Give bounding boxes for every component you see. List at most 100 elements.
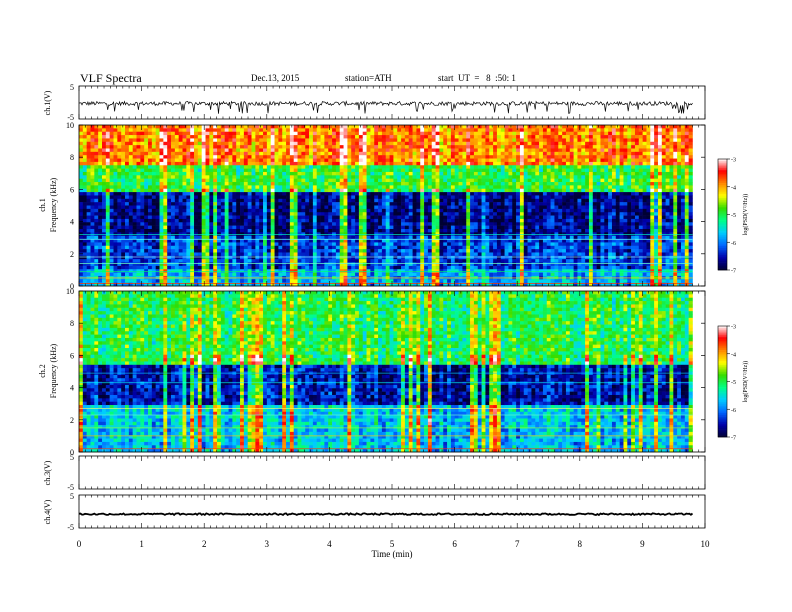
spectrogram-cell bbox=[255, 158, 260, 163]
spectrogram-cell bbox=[320, 165, 325, 169]
spectrogram-cell bbox=[450, 141, 456, 146]
spectrogram-cell bbox=[282, 255, 287, 260]
spectrogram-cell bbox=[450, 282, 456, 287]
spectrogram-cell bbox=[278, 151, 283, 156]
spectrogram-cell bbox=[102, 245, 107, 250]
spectrogram-cell bbox=[412, 198, 417, 203]
spectrogram-cell bbox=[420, 168, 425, 173]
spectrogram-cell bbox=[351, 208, 356, 213]
spectrogram-cell bbox=[151, 161, 156, 166]
spectrogram-cell bbox=[454, 198, 459, 203]
spectrogram-cell bbox=[447, 265, 452, 270]
spectrogram-cell bbox=[197, 228, 202, 233]
spectrogram-cell bbox=[194, 198, 199, 203]
spectrogram-cell bbox=[247, 131, 252, 136]
spectrogram-cell bbox=[293, 141, 298, 146]
spectrogram-cell bbox=[86, 242, 91, 247]
spectrogram-cell bbox=[293, 151, 298, 156]
spectrogram-cell bbox=[320, 128, 325, 132]
spectrogram-cell bbox=[125, 249, 130, 253]
spectrogram-cell bbox=[297, 212, 302, 216]
spectrogram-cell bbox=[148, 188, 153, 193]
spectrogram-cell bbox=[289, 262, 295, 267]
spectrogram-cell bbox=[289, 215, 295, 220]
spectrogram-cell bbox=[404, 272, 410, 277]
spectrogram-cell bbox=[102, 202, 107, 206]
spectrogram-cell bbox=[236, 161, 241, 166]
spectrogram-cell bbox=[408, 165, 413, 169]
spectrogram-cell bbox=[435, 228, 440, 233]
spectrogram-cell bbox=[167, 235, 172, 240]
spectrogram-cell bbox=[171, 182, 176, 186]
spectrogram-cell bbox=[86, 158, 91, 163]
spectrogram-cell bbox=[178, 235, 183, 240]
spectrogram-cell bbox=[86, 202, 91, 206]
spectrogram-cell bbox=[447, 252, 452, 257]
spectrogram-cell bbox=[113, 252, 118, 257]
spectrogram-cell bbox=[117, 182, 122, 186]
spectrogram-cell bbox=[320, 255, 325, 260]
spectrogram-cell bbox=[389, 279, 394, 283]
spectrogram-cell bbox=[458, 239, 463, 243]
spectrogram-cell bbox=[397, 255, 402, 260]
spectrogram-cell bbox=[186, 242, 191, 247]
spectrogram-cell bbox=[374, 245, 379, 250]
spectrogram-cell bbox=[358, 222, 364, 226]
spectrogram-cell bbox=[332, 279, 337, 283]
spectrogram-cell bbox=[289, 235, 295, 240]
spectrogram-cell bbox=[366, 141, 371, 146]
spectrogram-cell bbox=[420, 155, 425, 159]
spectrogram-cell bbox=[105, 202, 110, 206]
spectrogram-cell bbox=[305, 175, 310, 179]
spectrogram-cell bbox=[416, 252, 421, 257]
spectrogram-cell bbox=[274, 228, 279, 233]
spectrogram-cell bbox=[98, 171, 103, 176]
spectrogram-cell bbox=[458, 151, 463, 156]
spectrogram-cell bbox=[435, 148, 440, 153]
spectrogram-cell bbox=[217, 235, 222, 240]
spectrogram-cell bbox=[79, 205, 84, 210]
spectrogram-cell bbox=[228, 161, 233, 166]
spectrogram-cell bbox=[282, 242, 287, 247]
spectrogram-cell bbox=[397, 222, 402, 226]
spectrogram-cell bbox=[358, 158, 364, 163]
spectrogram-cell bbox=[320, 239, 325, 243]
spectrogram-cell bbox=[366, 155, 371, 159]
spectrogram-cell bbox=[458, 145, 463, 149]
spectrogram-cell bbox=[186, 148, 191, 153]
spectrogram-cell bbox=[113, 255, 118, 260]
spectrogram-cell bbox=[167, 192, 172, 196]
spectrogram-cell bbox=[435, 218, 440, 223]
spectrogram-cell bbox=[148, 215, 153, 220]
spectrogram-cell bbox=[255, 165, 260, 169]
spectrogram-cell bbox=[416, 205, 421, 210]
spectrogram-cell bbox=[443, 158, 448, 163]
spectrogram-cell bbox=[420, 259, 425, 263]
spectrogram-cell bbox=[320, 145, 325, 149]
spectrogram-cell bbox=[109, 265, 114, 270]
spectrogram-cell bbox=[309, 228, 314, 233]
spectrogram-cell bbox=[470, 198, 475, 203]
spectrogram-cell bbox=[289, 128, 295, 132]
spectrogram-cell bbox=[435, 151, 440, 156]
spectrogram-cell bbox=[105, 168, 110, 173]
spectrogram-cell bbox=[105, 225, 110, 230]
spectrogram-cell bbox=[132, 208, 137, 213]
spectrogram-cell bbox=[301, 128, 306, 132]
spectrogram-cell bbox=[132, 245, 137, 250]
spectrogram-cell bbox=[194, 269, 199, 273]
spectrogram-cell bbox=[201, 185, 206, 190]
spectrogram-cell bbox=[427, 202, 433, 206]
spectrogram-cell bbox=[270, 171, 275, 176]
spectrogram-cell bbox=[236, 245, 241, 250]
spectrogram-cell bbox=[144, 208, 149, 213]
spectrogram-cell bbox=[190, 249, 195, 253]
spectrogram-cell bbox=[79, 175, 84, 179]
spectrogram-cell bbox=[190, 279, 195, 283]
spectrogram-cell bbox=[167, 138, 172, 143]
spectrogram-cell bbox=[121, 212, 126, 216]
spectrogram-cell bbox=[263, 185, 268, 190]
spectrogram-cell bbox=[98, 138, 103, 143]
spectrogram-cell bbox=[213, 171, 218, 176]
spectrogram-cell bbox=[439, 155, 444, 159]
